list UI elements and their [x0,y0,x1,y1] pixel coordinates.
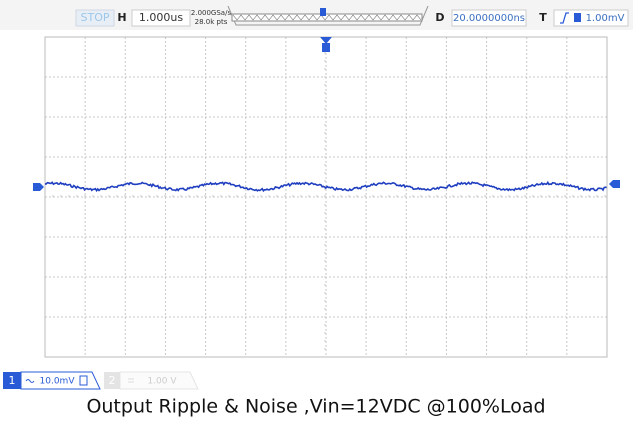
ch1-level-marker [609,180,620,188]
timebase: 1.000us [139,11,183,24]
ch1-tab [3,372,21,389]
ch1-number: 1 [9,374,16,387]
trigger-edge-icon [560,12,569,24]
h-label: H [117,11,126,24]
trigger-box [553,9,629,27]
trigger-marker [322,43,330,52]
trigger-pos-marker [320,8,326,16]
sample-rate: 2.000GSa/s [191,9,232,17]
t-label: T [539,11,547,24]
memory-pattern [232,14,422,21]
trigger-level: 1.00mV [586,13,625,24]
ch2-box [119,371,199,390]
graticule [44,36,607,358]
caption: Output Ripple & Noise ,Vin=12VDC @100%Lo… [86,396,545,418]
trigger-source-icon [574,13,581,22]
waveform [45,180,607,193]
timebase-box [131,9,191,27]
ch1-coupling-icon [25,379,35,383]
ch1-bw-icon [79,375,88,386]
ch1-offset-marker [33,183,44,191]
ch2-tab [104,372,120,389]
d-label: D [435,11,444,24]
points: 28.0k pts [195,18,228,26]
status-box [75,9,115,27]
ch2-number: 2 [109,374,116,387]
ch1-scale: 10.0mV [40,377,76,387]
delay: 20.0000000ns [453,13,525,24]
status: STOP [81,11,110,24]
ch2-scale: 1.00 V [147,377,177,387]
trigger-arrow [320,37,332,44]
ch2-coupling-icon [128,378,134,383]
delay-box [451,9,527,27]
